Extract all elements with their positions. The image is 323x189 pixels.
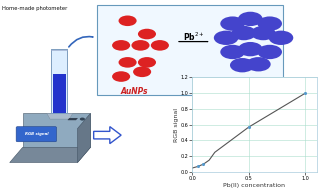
Circle shape (138, 29, 156, 39)
Text: RGB signal: RGB signal (25, 132, 48, 136)
Text: AuNPs: AuNPs (120, 87, 148, 96)
Polygon shape (51, 49, 67, 113)
X-axis label: Pb(II) concentration: Pb(II) concentration (224, 183, 285, 187)
FancyBboxPatch shape (16, 127, 57, 142)
Circle shape (119, 57, 137, 68)
Polygon shape (94, 127, 121, 144)
Circle shape (151, 40, 169, 51)
Circle shape (214, 31, 238, 45)
Circle shape (232, 26, 256, 40)
Circle shape (246, 57, 271, 71)
Circle shape (257, 45, 282, 59)
Circle shape (238, 42, 263, 56)
Polygon shape (78, 113, 90, 163)
Point (246, 126, 251, 129)
Text: Home-made photometer: Home-made photometer (2, 6, 67, 11)
Y-axis label: RGB signal: RGB signal (174, 108, 179, 142)
FancyBboxPatch shape (97, 5, 283, 94)
Circle shape (80, 118, 85, 121)
Text: AuNPs: AuNPs (240, 87, 267, 96)
Circle shape (112, 71, 130, 82)
FancyArrowPatch shape (69, 36, 93, 47)
Circle shape (251, 26, 276, 40)
Polygon shape (47, 113, 73, 119)
Circle shape (269, 31, 293, 45)
Circle shape (220, 45, 245, 59)
Circle shape (119, 15, 137, 26)
Circle shape (138, 57, 156, 68)
Point (195, 165, 200, 168)
Circle shape (133, 67, 151, 77)
Circle shape (112, 40, 130, 51)
Circle shape (257, 16, 282, 31)
Polygon shape (53, 74, 66, 113)
Circle shape (238, 12, 263, 26)
Polygon shape (10, 147, 90, 163)
Polygon shape (68, 118, 78, 120)
Polygon shape (23, 113, 90, 147)
Circle shape (220, 16, 245, 31)
Point (201, 163, 206, 166)
Circle shape (131, 40, 150, 51)
Point (303, 92, 308, 95)
Circle shape (230, 58, 255, 72)
Text: Pb$^{2+}$: Pb$^{2+}$ (183, 31, 204, 43)
